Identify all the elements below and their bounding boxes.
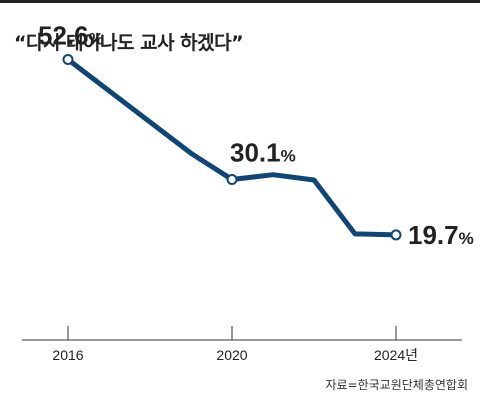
data-label: 19.7% xyxy=(408,220,474,250)
x-tick-label: 2016 xyxy=(52,347,83,363)
data-label-value: 52.6 xyxy=(38,20,89,50)
data-label-value: 19.7 xyxy=(408,220,459,250)
data-point-marker xyxy=(226,173,238,185)
data-labels: 52.6%30.1%19.7% xyxy=(38,20,474,249)
series-line xyxy=(65,57,399,238)
source-note: 자료=한국교원단체총연합회 xyxy=(325,378,468,392)
data-label: 52.6% xyxy=(38,20,104,50)
data-point-marker xyxy=(62,53,74,65)
data-label-unit: % xyxy=(89,29,104,48)
x-ticks: 2016 2020 2024년 xyxy=(52,326,418,363)
data-label-unit: % xyxy=(459,229,474,248)
top-rule xyxy=(0,0,480,3)
x-tick-label: 2024년 xyxy=(374,347,418,363)
x-tick-label: 2020 xyxy=(216,347,247,363)
data-label: 30.1% xyxy=(230,137,296,167)
chart-title: “다시 태어나도 교사 하겠다” xyxy=(14,32,244,54)
markers xyxy=(62,53,402,241)
data-point-marker xyxy=(390,229,402,241)
data-label-unit: % xyxy=(281,146,296,165)
data-label-value: 30.1 xyxy=(230,137,281,167)
